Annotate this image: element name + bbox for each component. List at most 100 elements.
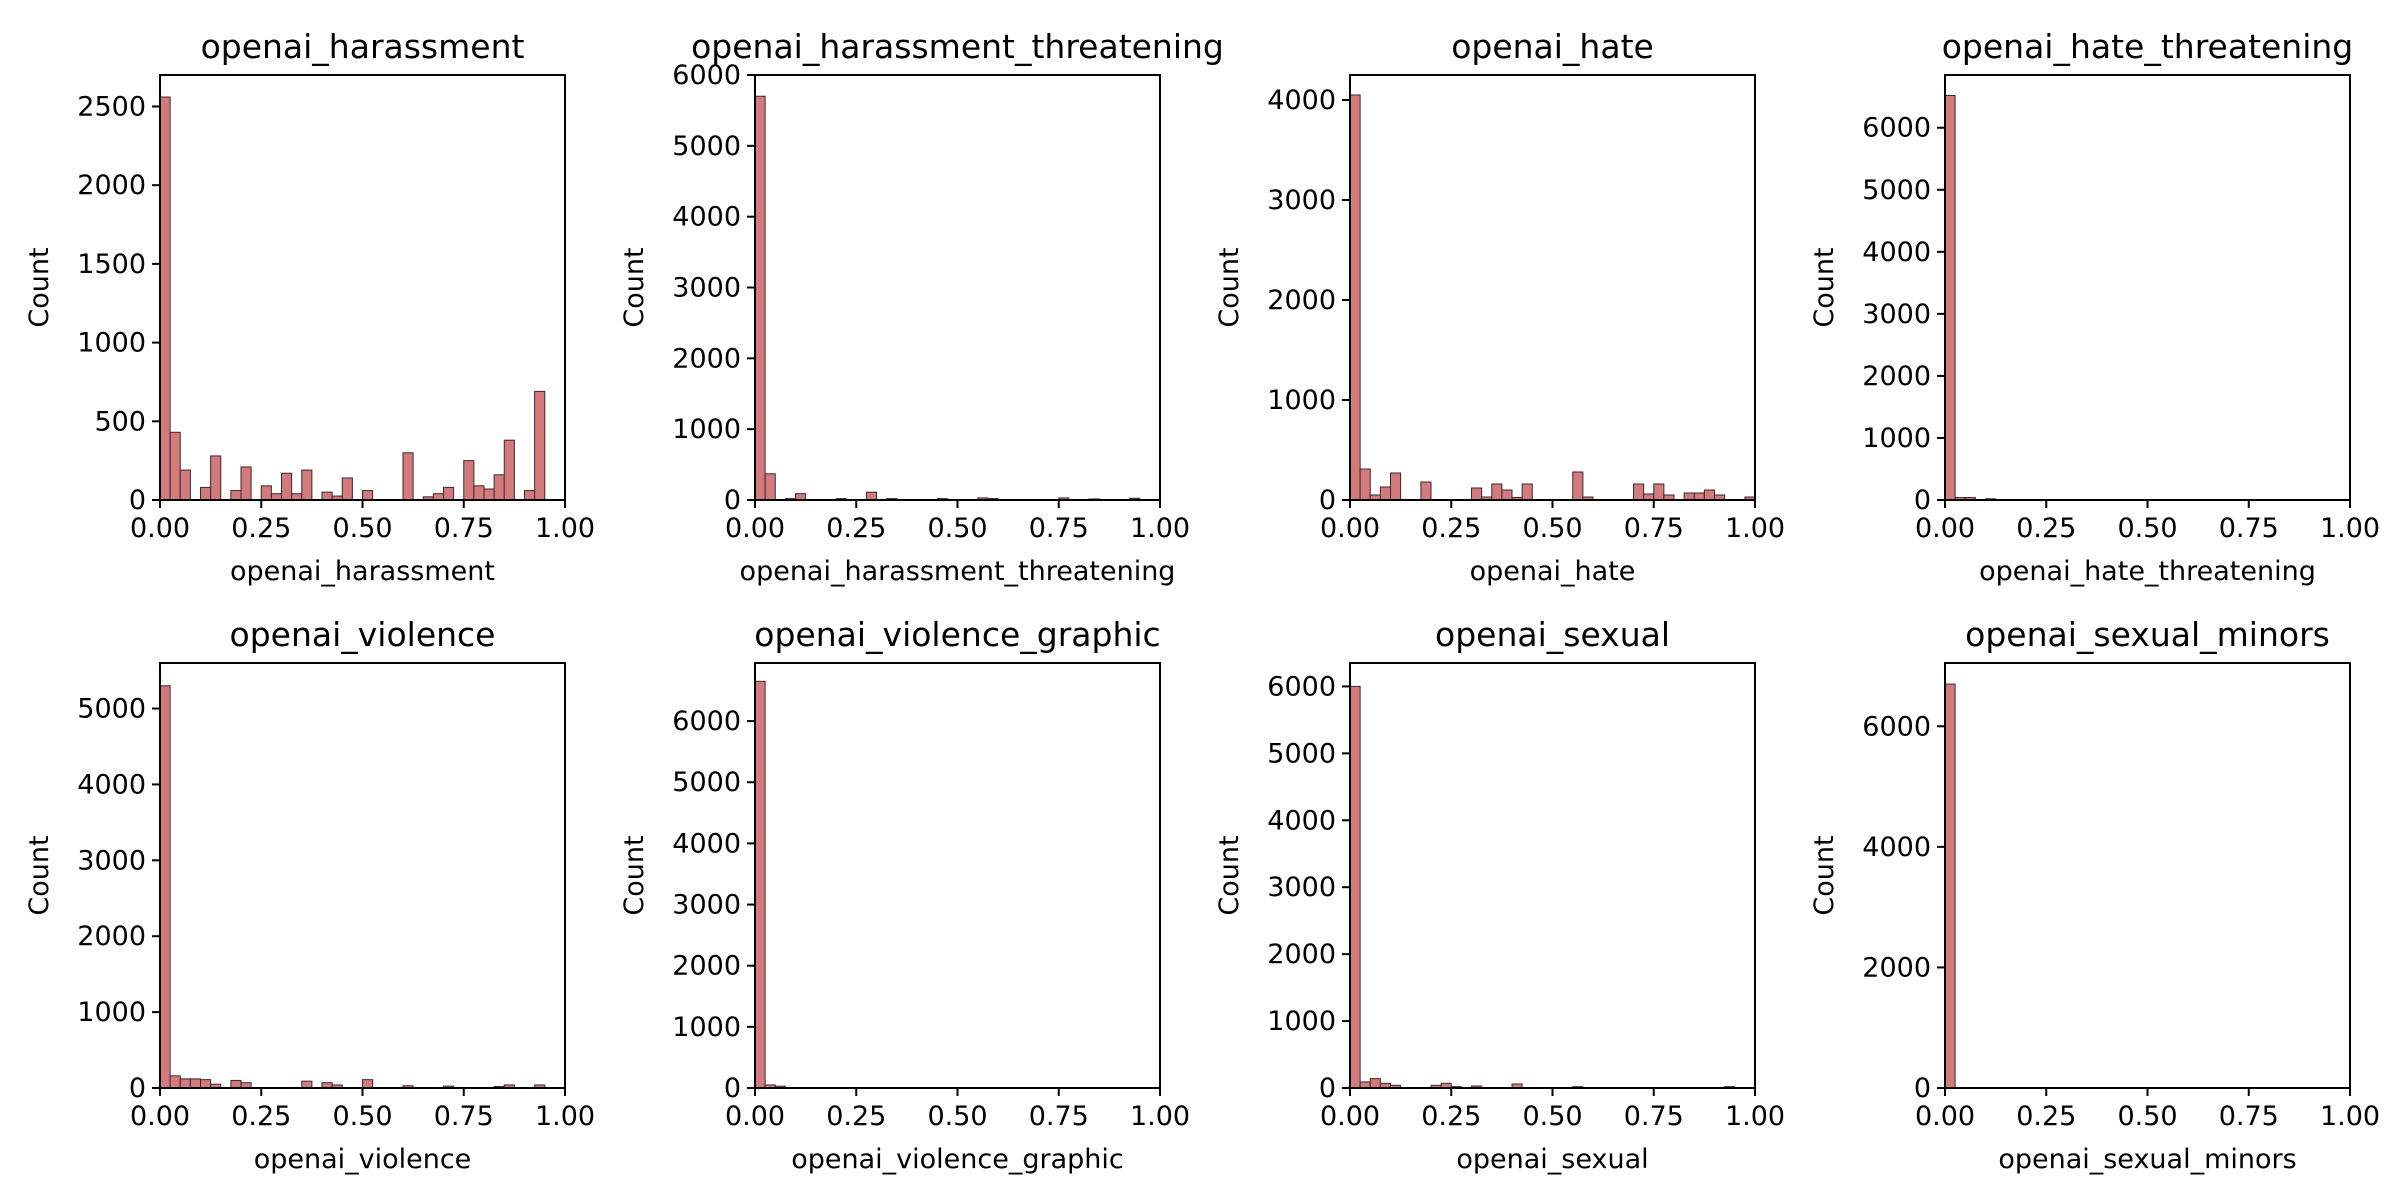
y-tick-label: 2000: [672, 951, 741, 982]
histogram-bar: [764, 473, 776, 501]
histogram-bar: [463, 460, 475, 501]
x-tick-label: 0.00: [725, 513, 785, 544]
histogram-bar: [159, 685, 171, 1089]
y-axis-label: Count: [24, 247, 55, 327]
chart-title: openai_harassment_threatening: [691, 27, 1224, 66]
histogram-bar: [754, 95, 766, 501]
x-tick-label: 0.50: [332, 1101, 392, 1132]
x-tick-label: 0.75: [1029, 513, 1089, 544]
x-tick-label: 0.75: [434, 1101, 494, 1132]
x-tick-label: 1.00: [535, 513, 595, 544]
histogram-bar: [281, 472, 293, 501]
histogram-bar: [179, 469, 191, 501]
histogram-bar: [1693, 492, 1705, 501]
histogram-bar: [1471, 487, 1483, 501]
x-tick-label: 0.75: [1029, 1101, 1089, 1132]
x-tick-label: 0.25: [826, 1101, 886, 1132]
chart-title: openai_hate_threatening: [1942, 27, 2354, 66]
histogram-bar: [1379, 486, 1392, 501]
histogram-bar: [179, 1078, 191, 1089]
y-tick-label: 4000: [1267, 85, 1336, 116]
x-tick-label: 1.00: [535, 1101, 595, 1132]
y-tick-label: 2000: [672, 343, 741, 374]
histogram-bar: [1390, 472, 1402, 501]
y-tick-label: 1000: [1267, 1006, 1336, 1037]
y-axis-label: Count: [1214, 835, 1245, 915]
x-tick-label: 0.25: [231, 513, 291, 544]
x-tick-label: 0.75: [2219, 1101, 2279, 1132]
plot-frame: [1944, 662, 2351, 1089]
y-tick-label: 2000: [1267, 939, 1336, 970]
y-axis-label: Count: [1214, 247, 1245, 327]
y-tick-label: 0: [1914, 1073, 1931, 1104]
x-axis-label: openai_hate_threatening: [1979, 556, 2316, 587]
plot-frame: [159, 662, 566, 1089]
histogram-bar: [402, 452, 414, 501]
y-tick-label: 4000: [672, 828, 741, 859]
x-tick-label: 0.75: [2219, 513, 2279, 544]
y-tick-label: 0: [1914, 485, 1931, 516]
chart-title: openai_sexual: [1435, 615, 1670, 654]
y-tick-label: 500: [94, 406, 146, 437]
plot-frame: [1944, 74, 2351, 501]
x-axis-label: openai_hate: [1470, 556, 1636, 587]
y-tick-label: 6000: [1267, 671, 1336, 702]
histogram-bar: [1349, 94, 1361, 501]
chart-panel: 0.00 0.25 0.50 0.75 1.00 0 1000 2000 3000 4000 ope…: [1214, 27, 1785, 587]
chart-panel: 0.00 0.25 0.50 0.75 1.00 0 1000 2000 3000 4000 500…: [619, 615, 1190, 1175]
y-tick-label: 6000: [672, 706, 741, 737]
histogram-bar: [301, 1080, 313, 1089]
x-axis-label: openai_harassment: [230, 556, 495, 587]
x-tick-label: 1.00: [1130, 513, 1190, 544]
chart-panel: 0.00 0.25 0.50 0.75 1.00 0 1000 2000 3000 4000 500…: [24, 615, 595, 1175]
histogram-bar: [443, 486, 455, 501]
x-tick-label: 0.50: [2117, 1101, 2177, 1132]
y-tick-label: 5000: [1267, 738, 1336, 769]
x-tick-label: 1.00: [1130, 1101, 1190, 1132]
histogram-bar: [1369, 1078, 1381, 1089]
y-tick-label: 6000: [1862, 711, 1931, 742]
y-tick-label: 3000: [1267, 185, 1336, 216]
histogram-bar: [503, 439, 515, 501]
x-tick-label: 0.00: [1915, 1101, 1975, 1132]
histogram-bar: [230, 490, 242, 501]
y-tick-label: 1000: [672, 414, 741, 445]
histogram-bar: [301, 469, 313, 501]
x-tick-label: 0.75: [1624, 513, 1684, 544]
y-tick-label: 3000: [77, 845, 146, 876]
x-tick-label: 0.50: [927, 513, 987, 544]
chart-panel: 0.00 0.25 0.50 0.75 1.00 0 1000 2000 3000 4000 500…: [1809, 27, 2380, 587]
histogram-bar: [341, 477, 353, 501]
y-tick-label: 6000: [672, 60, 741, 91]
chart-title: openai_harassment: [201, 27, 525, 66]
x-tick-label: 0.50: [1522, 513, 1582, 544]
x-tick-label: 0.25: [231, 1101, 291, 1132]
x-axis-label: openai_sexual_minors: [1998, 1144, 2296, 1175]
histogram-bar: [189, 1078, 202, 1089]
histogram-bar: [169, 431, 181, 501]
y-tick-label: 2000: [1267, 285, 1336, 316]
y-tick-label: 3000: [672, 890, 741, 921]
y-tick-label: 4000: [1267, 805, 1336, 836]
histogram-bar: [1683, 492, 1695, 501]
y-tick-label: 1500: [77, 249, 146, 280]
histogram-bar: [1501, 489, 1513, 501]
y-tick-label: 2000: [77, 921, 146, 952]
y-tick-label: 2000: [1862, 361, 1931, 392]
x-tick-label: 0.25: [2016, 1101, 2076, 1132]
y-axis-label: Count: [24, 835, 55, 915]
histogram-bar: [200, 486, 212, 501]
x-tick-label: 0.25: [2016, 513, 2076, 544]
y-tick-label: 3000: [1267, 872, 1336, 903]
histogram-bar: [473, 485, 485, 501]
histogram-bar: [1572, 471, 1584, 501]
histogram-bar: [1633, 483, 1645, 501]
x-axis-label: openai_violence: [254, 1144, 472, 1175]
histogram-bar: [1521, 483, 1533, 501]
y-tick-label: 5000: [1862, 175, 1931, 206]
histogram-bar: [260, 485, 272, 501]
x-tick-label: 0.00: [1915, 513, 1975, 544]
x-tick-label: 0.25: [1421, 513, 1481, 544]
y-tick-label: 4000: [672, 202, 741, 233]
